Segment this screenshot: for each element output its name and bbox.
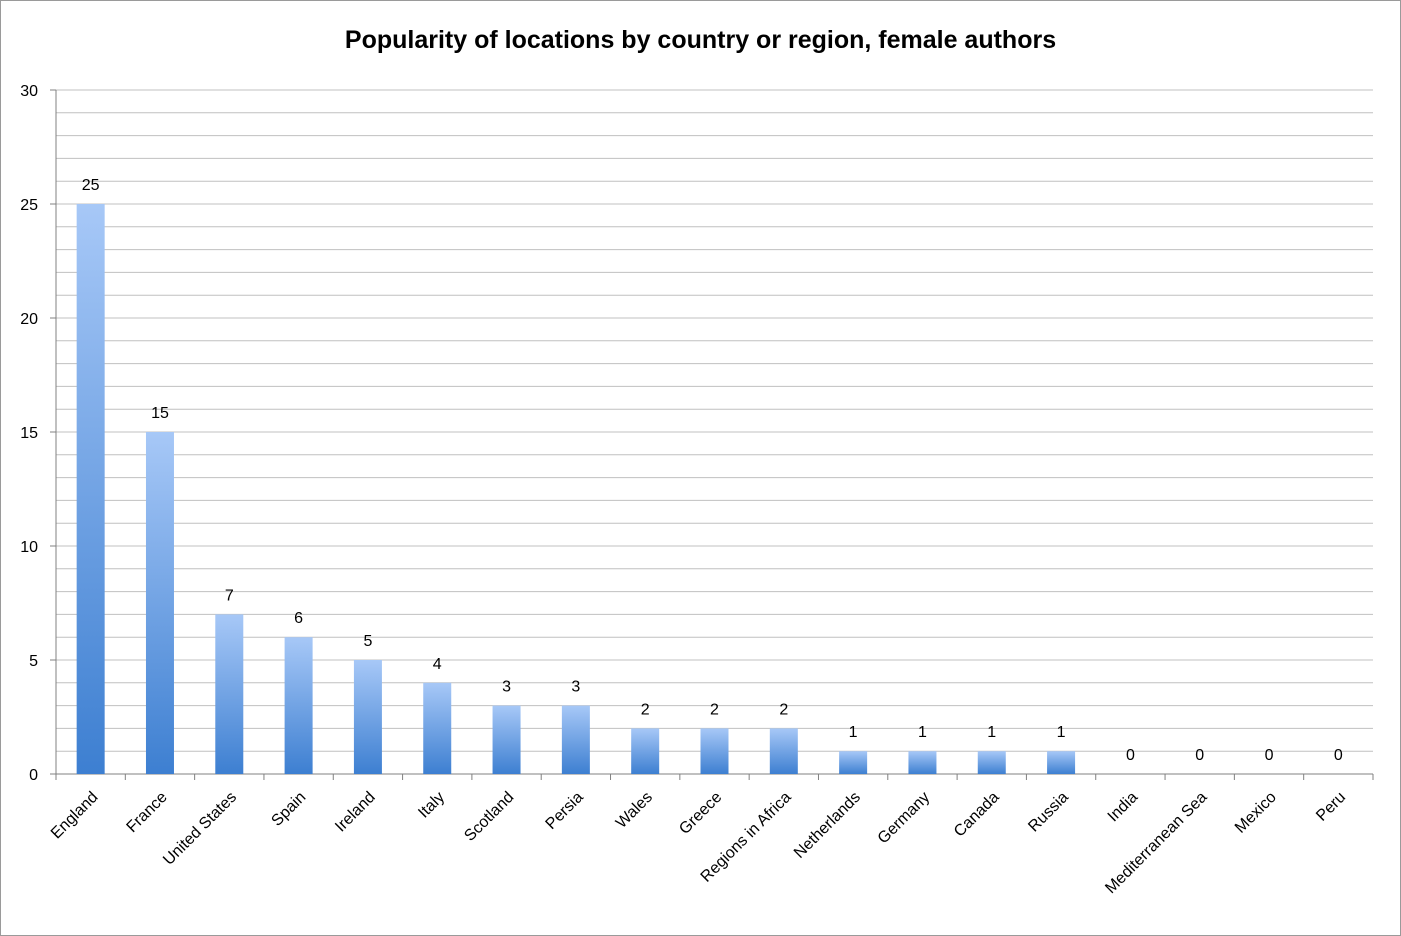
bar xyxy=(1047,751,1076,774)
bar xyxy=(561,705,590,774)
data-label: 2 xyxy=(779,701,788,718)
x-tick-label: Canada xyxy=(951,789,1003,841)
bar xyxy=(700,728,729,774)
data-label: 7 xyxy=(225,587,234,604)
x-tick-label: France xyxy=(124,789,171,836)
y-tick-labels: 0 5 10 15 20 25 30 xyxy=(20,83,38,784)
bar xyxy=(353,660,382,774)
data-label: 0 xyxy=(1126,747,1135,764)
y-tick-label: 20 xyxy=(20,311,38,328)
data-label: 3 xyxy=(571,679,580,696)
data-label: 1 xyxy=(918,724,927,741)
y-tick-label: 5 xyxy=(29,653,38,670)
x-tick-label: Greece xyxy=(676,789,725,838)
x-tick-label: Peru xyxy=(1313,789,1349,825)
y-tick-label: 0 xyxy=(29,767,38,784)
data-label: 0 xyxy=(1334,747,1343,764)
x-tick-label: Ireland xyxy=(332,789,379,836)
x-tick-label: Netherlands xyxy=(791,789,864,862)
bar xyxy=(492,705,521,774)
data-label: 3 xyxy=(502,679,511,696)
bar xyxy=(839,751,868,774)
bar xyxy=(908,751,937,774)
y-tick-label: 30 xyxy=(20,83,38,100)
grid-lines xyxy=(56,89,1373,752)
bar xyxy=(76,204,105,774)
x-tick-label: Wales xyxy=(613,789,656,832)
data-label: 15 xyxy=(151,405,169,422)
bar xyxy=(215,614,244,774)
data-label: 1 xyxy=(987,724,996,741)
bar xyxy=(769,728,798,774)
data-label: 2 xyxy=(710,701,719,718)
x-tick-label: England xyxy=(48,789,102,843)
x-tick-label: Germany xyxy=(875,789,934,848)
y-tick-label: 15 xyxy=(20,425,38,442)
bar xyxy=(631,728,660,774)
bar xyxy=(284,637,313,774)
x-tick-label: Mexico xyxy=(1232,789,1280,837)
x-tick-label: Persia xyxy=(543,789,587,833)
x-tick-label: Scotland xyxy=(461,789,517,845)
data-label: 2 xyxy=(641,701,650,718)
bar xyxy=(977,751,1006,774)
bar xyxy=(145,432,174,774)
data-label: 4 xyxy=(433,656,442,673)
x-tick-label: Russia xyxy=(1025,789,1072,836)
data-labels: 25 15 7 6 5 4 3 3 2 2 2 1 1 1 1 0 0 0 0 xyxy=(82,177,1343,764)
x-tick-label: United States xyxy=(160,789,240,869)
data-label: 6 xyxy=(294,610,303,627)
bar xyxy=(423,682,452,774)
data-label: 25 xyxy=(82,177,100,194)
data-label: 1 xyxy=(849,724,858,741)
y-tick-label: 25 xyxy=(20,197,38,214)
x-tick-label: Spain xyxy=(268,789,309,830)
axes xyxy=(50,89,1374,780)
x-tick-label: Italy xyxy=(415,789,448,822)
bars xyxy=(76,204,1076,774)
chart-title: Popularity of locations by country or re… xyxy=(344,26,1057,54)
data-label: 1 xyxy=(1057,724,1066,741)
data-label: 0 xyxy=(1265,747,1274,764)
data-label: 0 xyxy=(1195,747,1204,764)
y-tick-label: 10 xyxy=(20,539,38,556)
data-label: 5 xyxy=(363,633,372,650)
x-tick-label: India xyxy=(1105,789,1142,826)
